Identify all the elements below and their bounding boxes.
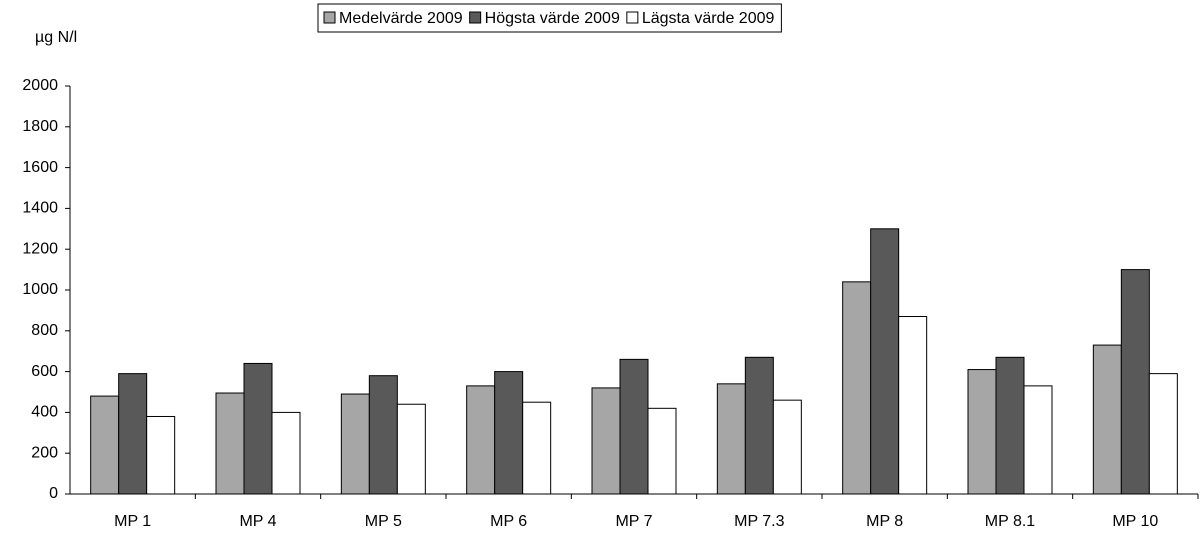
bar <box>1148 373 1178 495</box>
y-tick-label: 0 <box>49 485 58 502</box>
bar <box>591 387 621 495</box>
bar <box>90 395 120 495</box>
bar <box>118 373 148 495</box>
bar <box>744 356 774 495</box>
y-tick-label: 200 <box>31 444 58 461</box>
y-tick-label: 1400 <box>22 200 58 217</box>
bar <box>842 281 872 495</box>
x-tick-label: MP 10 <box>1112 513 1158 530</box>
y-tick-label: 1600 <box>22 159 58 176</box>
bar <box>1120 269 1150 495</box>
bar <box>522 401 552 495</box>
legend-label: Lägsta värde 2009 <box>642 10 775 27</box>
bar <box>898 316 928 495</box>
bar <box>271 411 301 495</box>
bar <box>1092 344 1122 495</box>
legend-box <box>317 3 782 33</box>
y-tick-label: 600 <box>31 363 58 380</box>
bar <box>340 393 370 495</box>
x-tick-label: MP 5 <box>365 513 402 530</box>
y-tick-label: 2000 <box>22 77 58 94</box>
x-tick-label: MP 4 <box>239 513 276 530</box>
y-tick-label: 400 <box>31 404 58 421</box>
x-tick-label: MP 6 <box>490 513 527 530</box>
bar <box>243 362 273 495</box>
y-tick-label: 1200 <box>22 240 58 257</box>
x-tick-label: MP 8 <box>866 513 903 530</box>
bar <box>368 375 398 495</box>
bar <box>772 399 802 495</box>
x-tick-label: MP 1 <box>114 513 151 530</box>
x-tick-label: MP 7 <box>615 513 652 530</box>
x-tick-label: MP 8.1 <box>985 513 1036 530</box>
bar <box>466 385 496 495</box>
bar <box>1023 385 1053 495</box>
bar <box>967 369 997 495</box>
bar <box>396 403 426 495</box>
bar <box>494 371 524 495</box>
bar <box>870 228 900 495</box>
bar <box>647 407 677 495</box>
y-axis-label: µg N/l <box>35 29 77 46</box>
legend-label: Högsta värde 2009 <box>485 10 620 27</box>
bar <box>619 358 649 495</box>
y-tick-label: 1800 <box>22 118 58 135</box>
bar <box>716 383 746 495</box>
x-tick-label: MP 7.3 <box>734 513 785 530</box>
y-tick-label: 800 <box>31 322 58 339</box>
legend-swatch <box>469 11 482 24</box>
legend-swatch <box>323 11 336 24</box>
legend-swatch <box>626 11 639 24</box>
y-tick-label: 1000 <box>22 281 58 298</box>
bar <box>146 415 176 495</box>
bar <box>215 392 245 495</box>
bar <box>995 356 1025 495</box>
legend-label: Medelvärde 2009 <box>339 10 463 27</box>
